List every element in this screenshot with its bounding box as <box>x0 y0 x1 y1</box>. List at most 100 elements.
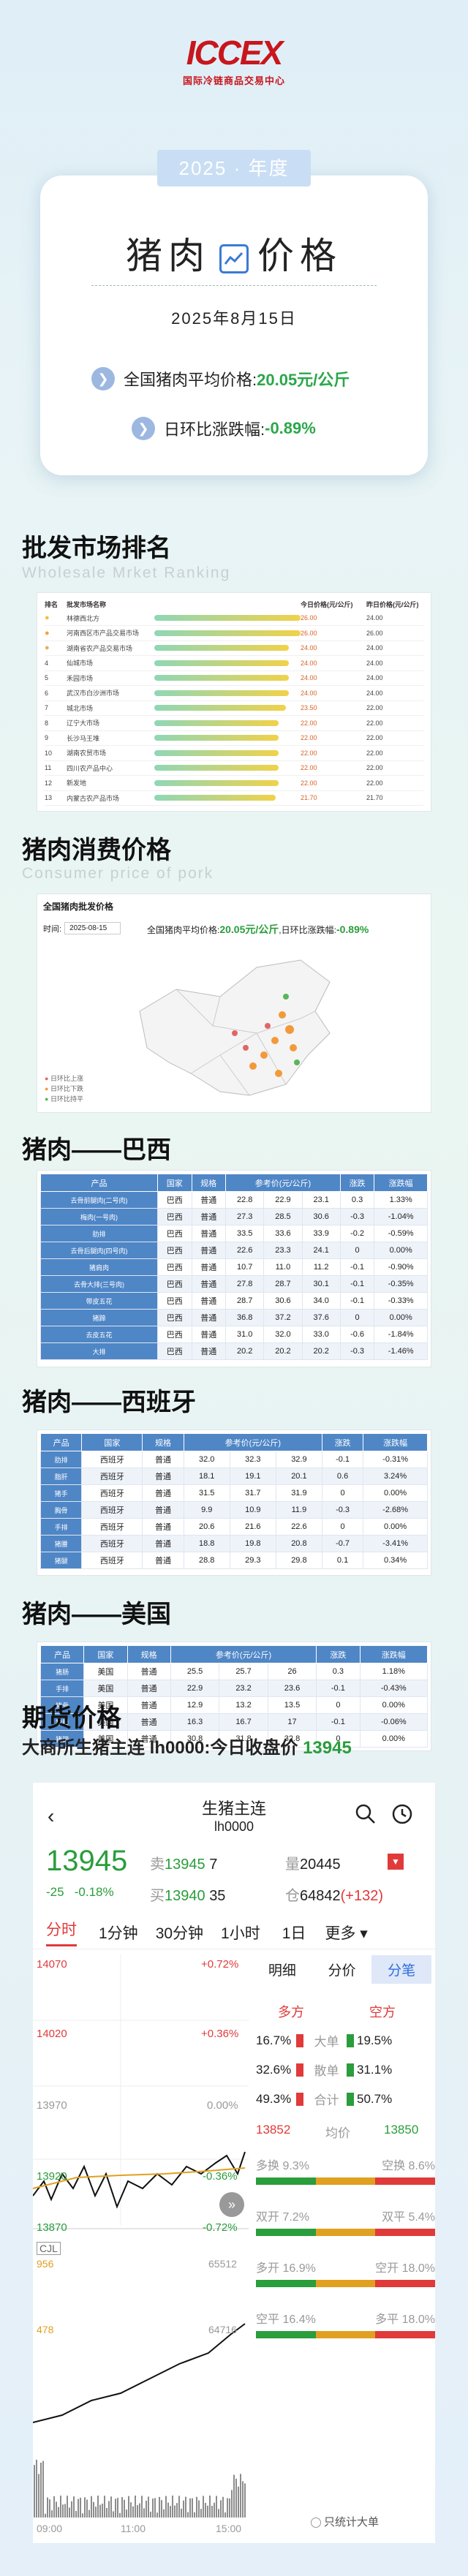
table-row: 猪骨 美国 普通 12.9 13.2 13.5 0 0.00% <box>39 1696 429 1714</box>
table-row: 手排 美国 普通 22.9 23.2 23.6 -0.1 -0.43% <box>39 1680 429 1697</box>
spain-table: 产品 国家 规格 参考价(元/公斤) 涨跌 涨跌幅 肋排 西班牙 普通 32.0 32.3 32.9-… <box>39 1433 428 1569</box>
change-pct: -0.18% <box>74 1885 114 1899</box>
pct-label-5: -0.72% <box>203 2221 238 2234</box>
spain-table-panel: 产品 国家 规格 参考价(元/公斤) 涨跌 涨跌幅 肋排 西班牙 普通 32.0 32.3 32.9-… <box>37 1429 431 1576</box>
usa-table-panel: 产品 国家 规格 参考价(元/公斤) 涨跌 涨跌幅 猪肠 美国 普通 25.5 25.7 26 0.3 1… <box>37 1642 431 1751</box>
vol-axis-top: 956 <box>37 2258 54 2270</box>
period-tabs: 分时 1分钟 30分钟 1小时 1日 更多 ▾ <box>33 1916 435 1949</box>
position-stat-row: 空平 16.4% 多平 18.0% <box>256 2309 436 2338</box>
tab-tick[interactable]: 分笔 <box>371 1954 432 1984</box>
position-stat-row: 双开 7.2% 双平 5.4% <box>256 2207 436 2236</box>
logo-mark: ICCEX <box>186 34 284 72</box>
change-value: -0.89% <box>265 419 316 437</box>
usa-title: 猪肉——美国 <box>22 1601 171 1628</box>
tab-30min[interactable]: 30分钟 <box>155 1925 204 1942</box>
chevron-down-icon[interactable]: ▼ <box>388 1854 404 1870</box>
map-avg-label: 全国猪肉平均价格: <box>147 925 220 935</box>
summary-card: 猪肉 价格 2025年8月15日 ❯ 全国猪肉平均价格: 20.05元/公斤 ❯ … <box>40 175 428 475</box>
time-axis-mid: 11:00 <box>121 2523 146 2534</box>
table-row: 5 禾园市场 24.00 24.00 <box>45 671 423 686</box>
consumption-map-panel: 全国猪肉批发价格 时间: 2025-08-15 全国猪肉平均价格:20.05元/… <box>37 894 431 1113</box>
change-abs: -25 <box>46 1885 64 1899</box>
logo: ICCEX 国际冷链商品交易中心 <box>176 32 292 98</box>
tab-price-dist[interactable]: 分价 <box>328 1963 356 1979</box>
map-avg-value: 20.05元/公斤 <box>219 923 279 935</box>
futures-app: ‹ 生猪主连 lh0000 13945 -25 -0.18% 卖13945 7 … <box>33 1783 436 2543</box>
table-row: 去骨前腿肉(二号肉) 巴西 普通 22.8 22.9 23.1 0.3 1.33% <box>40 1191 428 1209</box>
logo-subtitle: 国际冷链商品交易中心 <box>182 75 285 86</box>
futures-title: 期货价格 <box>22 1704 121 1732</box>
avg-price-value: 20.05元/公斤 <box>257 371 350 389</box>
tab-intraday[interactable]: 分时 <box>46 1918 77 1946</box>
wholesale-title-en: Wholesale Mrket Ranking <box>22 564 231 581</box>
tab-1hour[interactable]: 1小时 <box>221 1925 260 1942</box>
table-row: 11 四川农产品中心 22.00 22.00 <box>45 760 423 776</box>
table-row: ● 林德西北方 26.00 24.00 <box>45 611 423 626</box>
wholesale-title: 批发市场排名 <box>22 535 171 562</box>
table-row: 12 新发地 22.00 22.00 <box>45 775 423 791</box>
price-change: -25 -0.18% <box>46 1885 114 1900</box>
futures-subtitle: 大商所生猪主连 lh0000:今日收盘价 13945 <box>22 1733 352 1759</box>
page-title: 猪肉 价格 <box>40 227 428 279</box>
map-summary: 全国猪肉平均价格:20.05元/公斤,日环比涨跌幅:-0.89% <box>147 922 369 937</box>
volume-indicator-tag[interactable]: CJL <box>37 2242 61 2255</box>
brazil-table: 产品 国家 规格 参考价(元/公斤) 涨跌 涨跌幅 去骨前腿肉(二号肉) 巴西 普通 22.8 22… <box>40 1174 428 1360</box>
y-label-3: 13970 <box>37 2099 67 2112</box>
table-row: 带皮五花 巴西 普通 28.7 30.6 34.0 -0.1 -0.33% <box>40 1292 428 1310</box>
table-row: 肋排 西班牙 普通 32.0 32.3 32.9 -0.1 -0.31% <box>39 1451 428 1468</box>
contract-name: 生猪主连 <box>201 1799 266 1818</box>
expand-icon[interactable]: » <box>219 2192 244 2217</box>
time-axis-start: 09:00 <box>37 2523 63 2534</box>
map-chg-value: -0.89% <box>336 923 369 935</box>
arrow-right-icon: ❯ <box>132 417 155 440</box>
table-row: ● 湖南省农产品交易市场 24.00 24.00 <box>45 641 423 656</box>
wholesale-ranking-panel: 排名 批发市场名称 今日价格(元/公斤) 昨日价格(元/公斤) ● 林德西北方 26… <box>37 592 431 812</box>
avg-price-label: 均价 <box>325 2126 350 2140</box>
china-map <box>139 959 331 1096</box>
change-label: 日环比涨跌幅: <box>164 420 265 439</box>
pct-label-2: +0.36% <box>201 2028 239 2040</box>
contract-code: lh0000 <box>214 1819 254 1834</box>
back-icon[interactable]: ‹ <box>48 1805 55 1827</box>
date-picker[interactable]: 2025-08-15 <box>64 922 121 934</box>
bid-row: 买13940 35 <box>150 1888 226 1904</box>
search-icon[interactable] <box>355 1803 377 1825</box>
tab-more[interactable]: 更多 ▾ <box>325 1925 368 1942</box>
contract-header: 生猪主连 lh0000 <box>33 1796 435 1835</box>
table-row: 13 内蒙古农产品市场 21.70 21.70 <box>45 790 423 806</box>
position-stat-row: 多换 9.3% 空换 8.6% <box>256 2156 436 2185</box>
ranking-table: 排名 批发市场名称 今日价格(元/公斤) 昨日价格(元/公斤) ● 林德西北方 26… <box>45 597 423 806</box>
time-axis-end: 15:00 <box>216 2523 242 2534</box>
table-row: 猪腿 西班牙 普通 28.8 29.3 29.8 0.1 0.34% <box>39 1552 428 1569</box>
time-label: 时间: <box>43 924 62 934</box>
pct-label-1: +0.72% <box>201 1958 239 1971</box>
table-row: 去骨后腿肉(四号肉) 巴西 普通 22.6 23.3 24.1 0 0.00% <box>40 1242 428 1259</box>
y-label-5: 13870 <box>37 2221 67 2234</box>
table-row: 8 辽宁大市场 22.00 22.00 <box>45 715 423 731</box>
y-label-1: 14070 <box>37 1958 67 1971</box>
avg-price: 13852 <box>256 2123 291 2137</box>
y-label-2: 14020 <box>37 2028 67 2040</box>
avg-price-label: 全国猪肉平均价格: <box>124 371 257 389</box>
table-row: 猪肩肉 巴西 普通 10.7 11.0 11.2 -0.1 -0.90% <box>40 1258 428 1276</box>
arrow-right-icon: ❯ <box>91 367 115 390</box>
tab-1min[interactable]: 1分钟 <box>99 1925 138 1942</box>
tab-detail[interactable]: 明细 <box>268 1963 296 1979</box>
table-row: 去骨大排(三号肉) 巴西 普通 27.8 28.7 30.1 -0.1 -0.35% <box>40 1275 428 1293</box>
map-chg-label: ,日环比涨跌幅: <box>279 925 336 935</box>
table-row: 猪腰 西班牙 普通 18.8 19.8 20.8 -0.7 -3.41% <box>39 1535 428 1552</box>
only-big-orders-toggle[interactable]: 只统计大单 <box>311 2514 379 2529</box>
clock-icon[interactable] <box>391 1803 413 1825</box>
table-row: 10 湖南农贸市场 22.00 22.00 <box>45 745 423 761</box>
futures-subtitle-label: 大商所生猪主连 lh0000:今日收盘价 <box>22 1738 298 1758</box>
table-row: 手排 西班牙 普通 20.6 21.6 22.6 0 0.00% <box>39 1518 428 1536</box>
order-flow-row: 32.6% 散单 31.1% <box>256 2062 393 2079</box>
legend-flat: ● 日环比持平 <box>45 1095 83 1103</box>
divider <box>91 285 377 286</box>
consumption-title-en: Consumer price of pork <box>22 865 214 882</box>
title-right: 价格 <box>257 235 342 276</box>
table-row: 肋排 巴西 普通 33.5 33.6 33.9 -0.2 -0.59% <box>40 1225 428 1242</box>
oi-axis-mid: 64716 <box>208 2324 237 2335</box>
avg-line <box>33 2167 246 2189</box>
tab-1day[interactable]: 1日 <box>282 1925 306 1942</box>
